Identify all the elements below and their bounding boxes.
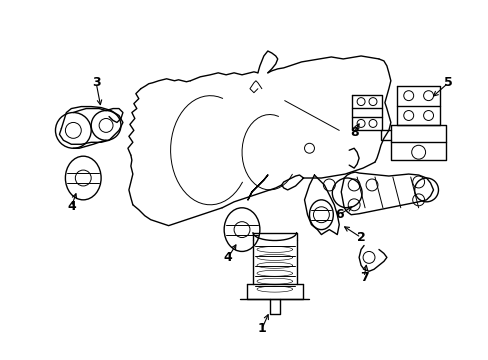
Text: 5: 5 [443, 76, 452, 89]
Text: 1: 1 [257, 322, 265, 336]
Text: 2: 2 [356, 231, 365, 244]
Text: 4: 4 [224, 251, 232, 264]
Text: 4: 4 [67, 200, 76, 213]
Text: 3: 3 [92, 76, 100, 89]
Text: 6: 6 [334, 208, 343, 221]
Text: 7: 7 [359, 271, 367, 284]
Text: 8: 8 [349, 126, 358, 139]
